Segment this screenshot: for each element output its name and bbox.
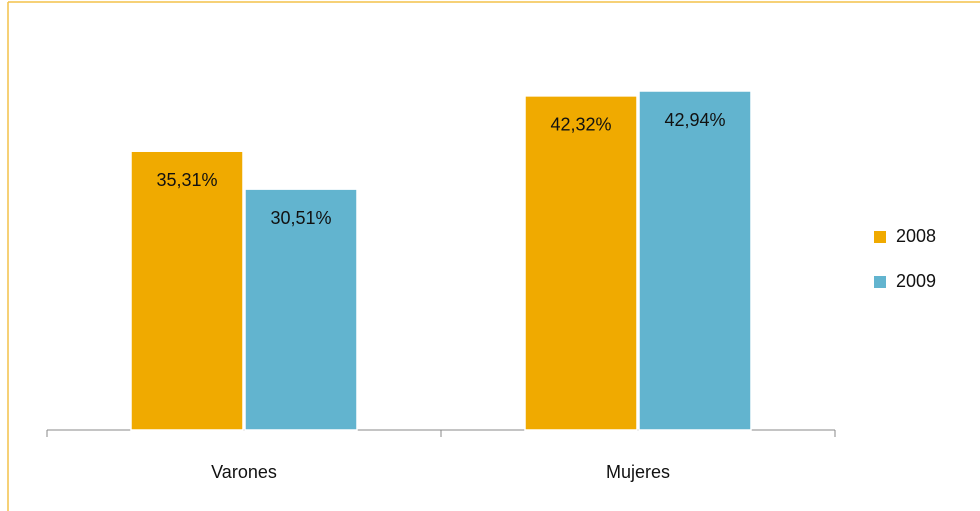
legend-label: 2009 [896, 271, 936, 291]
data-label: 42,32% [550, 115, 611, 135]
data-label: 42,94% [664, 110, 725, 130]
bar [638, 90, 752, 431]
bar [244, 188, 358, 431]
legend-swatch [874, 231, 886, 243]
x-tick-label: Mujeres [606, 462, 670, 482]
legend-label: 2008 [896, 226, 936, 246]
data-label: 35,31% [156, 170, 217, 190]
x-tick-label: Varones [211, 462, 277, 482]
bar [524, 95, 638, 431]
data-label: 30,51% [270, 208, 331, 228]
bar [130, 150, 244, 431]
legend-swatch [874, 276, 886, 288]
